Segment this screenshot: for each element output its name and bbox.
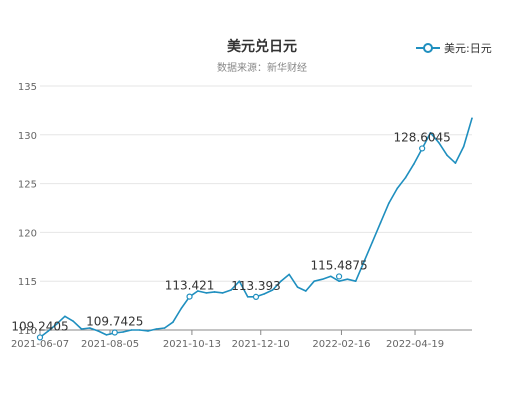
chart-title: 美元兑日元 [227,38,297,55]
data-point [429,132,432,134]
data-point [413,163,415,165]
data-point [97,330,99,332]
annotation-marker [186,293,193,300]
data-point [379,221,382,224]
data-point [321,278,324,281]
y-axis: 110 115 120 125 130 135 [18,82,37,337]
annotation-marker [419,145,426,152]
data-point [246,296,249,298]
data-point [404,176,407,179]
data-point [172,321,174,323]
data-point [263,293,266,295]
data-point [221,292,224,294]
data-point [288,273,291,276]
data-point [471,117,473,120]
data-point [238,280,241,283]
data-point [354,280,357,283]
y-tick-label: 120 [18,228,37,239]
data-point [47,330,50,332]
data-point [296,286,299,288]
x-axis: 2021-06-07 2021-08-05 2021-10-13 2021-12-10… [11,329,472,350]
data-point [213,291,216,293]
legend[interactable]: 美元:日元 [416,42,492,55]
chart-subtitle: 数据来源：新华财经 [217,61,307,74]
data-label: 128.6045 [394,130,451,144]
legend-marker-icon [423,43,433,53]
data-point [147,330,149,332]
y-tick-label: 135 [18,82,37,93]
x-tick-label: 2021-10-13 [163,339,221,350]
data-point [446,154,448,157]
annotation-marker [111,329,118,336]
data-point [197,290,199,292]
y-tick-label: 125 [18,180,37,191]
data-point [80,328,83,330]
x-tick-label: 2021-06-07 [11,339,69,350]
data-point [155,328,158,330]
data-point [105,334,108,336]
series-usd-jpy [39,117,473,339]
data-point [64,315,66,318]
y-tick-label: 115 [18,277,37,288]
data-point [280,280,282,283]
y-tick-label: 110 [18,326,37,337]
data-point [72,320,75,323]
data-label: 115.4875 [310,258,367,272]
data-point [271,289,274,291]
data-point [396,187,399,190]
data-label: 113.421 [165,279,215,293]
data-point [462,145,465,148]
data-point [388,202,390,204]
data-point [89,327,91,329]
data-point [138,329,141,331]
data-point [130,329,133,331]
data-point [338,280,340,283]
data-point [55,323,58,325]
data-point [313,280,315,283]
y-tick-label: 130 [18,131,37,142]
annotation-marker [335,273,343,280]
data-point [163,327,166,329]
data-point [230,289,232,291]
data-point [346,278,349,281]
x-tick-label: 2021-12-10 [232,339,290,350]
legend-label: 美元:日元 [444,42,492,55]
data-labels: 109.2405 109.7425 113.421 113.393 115.4875 12… [11,130,451,341]
data-point [363,260,365,263]
data-point [205,292,207,294]
data-point [180,307,183,310]
x-tick-label: 2021-08-05 [81,339,139,350]
data-point [371,241,374,243]
data-label: 109.2405 [11,319,68,333]
annotation-marker [36,334,44,341]
grid [40,85,472,331]
annotation-marker [252,293,260,300]
data-point [454,162,457,164]
data-point [305,290,307,292]
data-point [122,331,124,333]
x-tick-label: 2022-04-19 [386,339,444,350]
data-point [437,141,440,144]
data-label: 109.7425 [86,315,143,329]
series-line [39,117,473,339]
data-point [329,275,332,278]
x-tick-label: 2022-02-16 [312,339,370,350]
data-label: 113.393 [231,279,281,293]
